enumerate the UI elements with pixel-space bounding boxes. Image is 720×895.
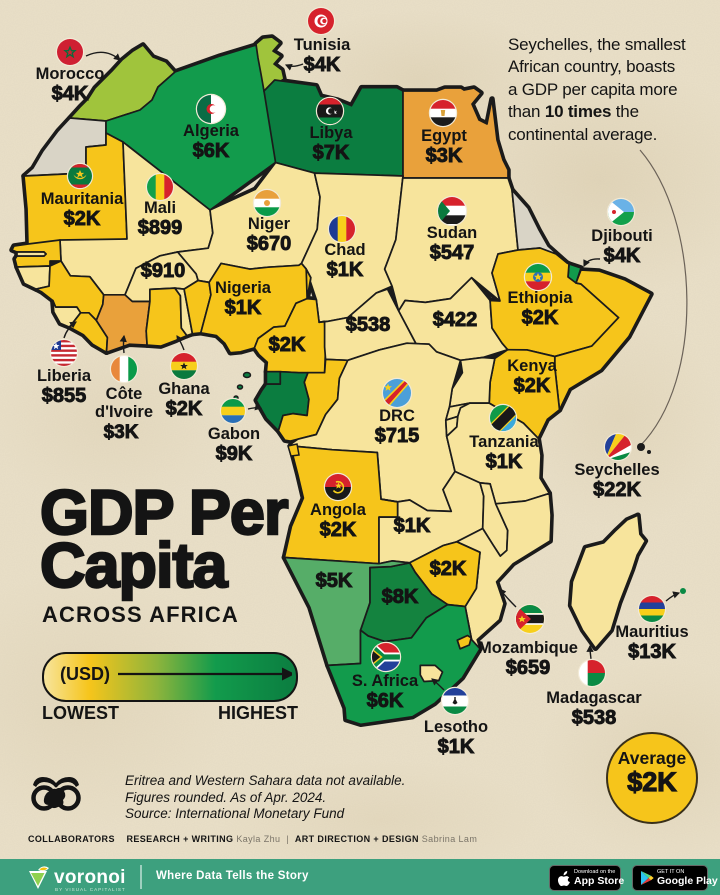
svg-text:$538: $538 bbox=[572, 707, 617, 729]
svg-text:Côte: Côte bbox=[106, 385, 143, 403]
svg-text:$2K: $2K bbox=[64, 208, 101, 230]
svg-text:DRC: DRC bbox=[379, 407, 415, 425]
svg-text:Ghana: Ghana bbox=[158, 380, 210, 398]
svg-text:$1K: $1K bbox=[486, 451, 523, 473]
svg-text:$5K: $5K bbox=[316, 570, 353, 592]
svg-text:$4K: $4K bbox=[52, 83, 89, 105]
svg-text:Mauritania: Mauritania bbox=[41, 190, 124, 208]
svg-text:Algeria: Algeria bbox=[183, 122, 240, 140]
svg-text:$2K: $2K bbox=[166, 398, 203, 420]
svg-text:$547: $547 bbox=[430, 242, 475, 264]
svg-text:$22K: $22K bbox=[593, 479, 641, 501]
svg-text:Ethiopia: Ethiopia bbox=[507, 289, 573, 307]
svg-text:Sudan: Sudan bbox=[427, 224, 477, 242]
svg-text:$2K: $2K bbox=[430, 558, 467, 580]
svg-text:$6K: $6K bbox=[193, 140, 230, 162]
svg-text:$715: $715 bbox=[375, 425, 420, 447]
svg-text:Nigeria: Nigeria bbox=[215, 279, 272, 297]
svg-text:Mauritius: Mauritius bbox=[615, 623, 688, 641]
svg-text:Tunisia: Tunisia bbox=[294, 36, 351, 54]
svg-text:voronoi: voronoi bbox=[54, 867, 126, 888]
svg-text:$2K: $2K bbox=[320, 519, 357, 541]
svg-text:$2K: $2K bbox=[514, 375, 551, 397]
svg-text:Morocco: Morocco bbox=[36, 65, 105, 83]
svg-text:$1K: $1K bbox=[438, 736, 475, 758]
svg-text:Liberia: Liberia bbox=[37, 367, 92, 385]
svg-text:$4K: $4K bbox=[304, 54, 341, 76]
svg-text:Mozambique: Mozambique bbox=[478, 639, 578, 657]
svg-text:Djibouti: Djibouti bbox=[591, 227, 652, 245]
svg-text:Libya: Libya bbox=[309, 124, 353, 142]
svg-text:$3K: $3K bbox=[104, 422, 139, 443]
svg-text:$899: $899 bbox=[138, 217, 183, 239]
svg-text:$855: $855 bbox=[42, 385, 87, 407]
svg-text:Gabon: Gabon bbox=[208, 425, 260, 443]
svg-text:$422: $422 bbox=[433, 309, 478, 331]
svg-text:Angola: Angola bbox=[310, 501, 367, 519]
svg-text:$3K: $3K bbox=[426, 145, 463, 167]
svg-text:Mali: Mali bbox=[144, 199, 176, 217]
svg-text:$910: $910 bbox=[141, 260, 186, 282]
svg-text:Chad: Chad bbox=[324, 241, 365, 259]
svg-text:Kenya: Kenya bbox=[507, 357, 557, 375]
svg-text:$659: $659 bbox=[506, 657, 551, 679]
svg-text:$2K: $2K bbox=[269, 334, 306, 356]
svg-text:$8K: $8K bbox=[382, 586, 419, 608]
svg-text:$7K: $7K bbox=[313, 142, 350, 164]
svg-text:$538: $538 bbox=[346, 314, 391, 336]
svg-text:$13K: $13K bbox=[628, 641, 676, 663]
svg-text:Egypt: Egypt bbox=[421, 127, 467, 145]
svg-text:$4K: $4K bbox=[604, 245, 641, 267]
svg-text:d'Ivoire: d'Ivoire bbox=[95, 403, 153, 421]
svg-text:$1K: $1K bbox=[327, 259, 364, 281]
svg-text:BY VISUAL CAPITALIST: BY VISUAL CAPITALIST bbox=[55, 887, 126, 892]
svg-text:$6K: $6K bbox=[367, 690, 404, 712]
svg-text:Seychelles: Seychelles bbox=[574, 461, 659, 479]
svg-text:$1K: $1K bbox=[225, 297, 262, 319]
svg-text:$2K: $2K bbox=[522, 307, 559, 329]
svg-text:S. Africa: S. Africa bbox=[352, 672, 419, 690]
svg-text:Lesotho: Lesotho bbox=[424, 718, 488, 736]
svg-text:$9K: $9K bbox=[216, 443, 253, 465]
svg-text:Madagascar: Madagascar bbox=[546, 689, 642, 707]
svg-text:Tanzania: Tanzania bbox=[469, 433, 539, 451]
svg-text:Niger: Niger bbox=[248, 215, 291, 233]
svg-text:$670: $670 bbox=[247, 233, 292, 255]
svg-text:$1K: $1K bbox=[394, 515, 431, 537]
